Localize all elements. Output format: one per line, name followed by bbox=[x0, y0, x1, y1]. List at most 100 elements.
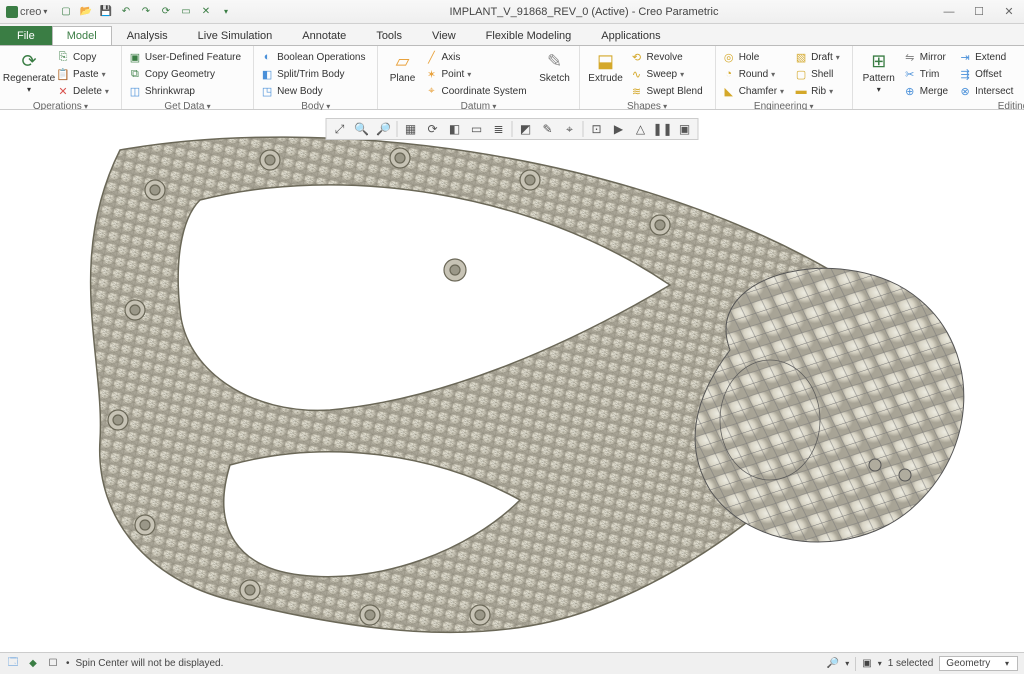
zoomout-icon[interactable]: 🔎 bbox=[375, 120, 393, 138]
trim-icon: ✂ bbox=[903, 67, 917, 81]
extrude-button[interactable]: ⬓Extrude bbox=[586, 48, 626, 99]
extend-button[interactable]: ⇥Extend bbox=[958, 49, 1019, 65]
hole-button[interactable]: ◎Hole bbox=[722, 49, 790, 65]
round-button[interactable]: ◔Round bbox=[722, 66, 790, 82]
tab-applications[interactable]: Applications bbox=[586, 26, 675, 45]
display-style-icon[interactable]: ◧ bbox=[446, 120, 464, 138]
delete-icon: ✕ bbox=[56, 84, 70, 98]
section-icon[interactable]: ▶ bbox=[610, 120, 628, 138]
shell-button[interactable]: ▢Shell bbox=[794, 66, 846, 82]
splittrim-button[interactable]: ◧Split/Trim Body bbox=[260, 66, 371, 82]
refit-icon[interactable]: ⤢ bbox=[331, 120, 349, 138]
point-button[interactable]: ✶Point bbox=[424, 66, 532, 82]
tab-file[interactable]: File bbox=[0, 26, 52, 45]
qat-new-icon[interactable]: ▢ bbox=[58, 4, 74, 20]
revolve-button[interactable]: ⟲Revolve bbox=[630, 49, 709, 65]
mirror-button[interactable]: ⇋Mirror bbox=[903, 49, 954, 65]
merge-button[interactable]: ⊕Merge bbox=[903, 83, 954, 99]
tab-analysis[interactable]: Analysis bbox=[112, 26, 183, 45]
datum-display-icon[interactable]: ⌖ bbox=[561, 120, 579, 138]
close-button[interactable]: ✕ bbox=[994, 0, 1024, 24]
ribbon-group-body: ◐Boolean Operations ◧Split/Trim Body ◳Ne… bbox=[254, 46, 378, 109]
regenerate-button[interactable]: ⟳ Regenerate▾ bbox=[6, 48, 52, 99]
minimize-button[interactable]: — bbox=[934, 0, 964, 24]
qat-undo-icon[interactable]: ↶ bbox=[118, 4, 134, 20]
draft-button[interactable]: ▧Draft bbox=[794, 49, 846, 65]
paste-button[interactable]: 📋Paste bbox=[56, 66, 115, 82]
tab-tools[interactable]: Tools bbox=[361, 26, 417, 45]
udf-button[interactable]: ▣User-Defined Feature bbox=[128, 49, 247, 65]
delete-label: Delete bbox=[73, 86, 102, 97]
offset-label: Offset bbox=[975, 69, 1002, 80]
tab-flexible-modeling[interactable]: Flexible Modeling bbox=[471, 26, 587, 45]
tab-annotate[interactable]: Annotate bbox=[287, 26, 361, 45]
layers-icon[interactable]: ≣ bbox=[490, 120, 508, 138]
selection-filter-icon[interactable]: ▣ bbox=[862, 658, 871, 669]
qat-windows-icon[interactable]: ▭ bbox=[178, 4, 194, 20]
copy-button[interactable]: ⎘Copy bbox=[56, 49, 115, 65]
pause-icon[interactable]: ❚❚ bbox=[654, 120, 672, 138]
coord-button[interactable]: ⌖Coordinate System bbox=[424, 83, 532, 99]
sweptblend-icon: ≋ bbox=[630, 84, 644, 98]
newbody-button[interactable]: ◳New Body bbox=[260, 83, 371, 99]
qat-open-icon[interactable]: 📂 bbox=[78, 4, 94, 20]
copy-label: Copy bbox=[73, 52, 96, 63]
qat-save-icon[interactable]: 💾 bbox=[98, 4, 114, 20]
axis-button[interactable]: ╱Axis bbox=[424, 49, 532, 65]
sketch-button[interactable]: ✎Sketch bbox=[537, 48, 573, 99]
offset-button[interactable]: ⇶Offset bbox=[958, 66, 1019, 82]
annotations-icon[interactable]: ✎ bbox=[539, 120, 557, 138]
spin-icon[interactable]: ⟳ bbox=[424, 120, 442, 138]
tab-live-simulation[interactable]: Live Simulation bbox=[183, 26, 288, 45]
qat-dropdown-icon[interactable]: ▾ bbox=[218, 4, 234, 20]
status-bar: 🗔 ◆ ☐ • Spin Center will not be displaye… bbox=[0, 652, 1024, 674]
pattern-button[interactable]: ⊞Pattern▾ bbox=[859, 48, 899, 99]
window-title: IMPLANT_V_91868_REV_0 (Active) - Creo Pa… bbox=[234, 6, 934, 18]
tab-view[interactable]: View bbox=[417, 26, 471, 45]
zoomin-icon[interactable]: 🔍 bbox=[353, 120, 371, 138]
find-icon[interactable]: 🔎 bbox=[827, 658, 839, 669]
tab-model[interactable]: Model bbox=[52, 26, 112, 45]
plane-label: Plane bbox=[390, 73, 416, 84]
shrinkwrap-button[interactable]: ◫Shrinkwrap bbox=[128, 83, 247, 99]
axis-icon: ╱ bbox=[424, 50, 438, 64]
model-tree-icon[interactable]: ☐ bbox=[46, 657, 60, 671]
pattern-icon: ⊞ bbox=[865, 50, 893, 72]
intersect-button[interactable]: ⊗Intersect bbox=[958, 83, 1019, 99]
splittrim-label: Split/Trim Body bbox=[277, 69, 344, 80]
plane-icon: ▱ bbox=[388, 50, 416, 72]
mirror-label: Mirror bbox=[920, 52, 946, 63]
sweptblend-button[interactable]: ≋Swept Blend bbox=[630, 83, 709, 99]
rib-button[interactable]: ▬Rib bbox=[794, 83, 846, 99]
stop-icon[interactable]: ▣ bbox=[676, 120, 694, 138]
plane-button[interactable]: ▱Plane bbox=[384, 48, 420, 99]
qat-close-icon[interactable]: ✕ bbox=[198, 4, 214, 20]
messages-icon[interactable]: 🗔 bbox=[6, 657, 20, 671]
simprep-icon[interactable]: △ bbox=[632, 120, 650, 138]
repaint-icon[interactable]: ▦ bbox=[402, 120, 420, 138]
notifications-icon[interactable]: ◆ bbox=[26, 657, 40, 671]
sweep-button[interactable]: ∿Sweep bbox=[630, 66, 709, 82]
view-toolbar: ⤢ 🔍 🔎 ▦ ⟳ ◧ ▭ ≣ ◩ ✎ ⌖ ⊡ ▶ △ ❚❚ ▣ bbox=[326, 118, 699, 140]
delete-button[interactable]: ✕Delete bbox=[56, 83, 115, 99]
qat-redo-icon[interactable]: ↷ bbox=[138, 4, 154, 20]
coord-label: Coordinate System bbox=[441, 86, 526, 97]
boolops-button[interactable]: ◐Boolean Operations bbox=[260, 49, 371, 65]
chamfer-button[interactable]: ◣Chamfer bbox=[722, 83, 790, 99]
copygeom-label: Copy Geometry bbox=[145, 69, 215, 80]
perspective-icon[interactable]: ◩ bbox=[517, 120, 535, 138]
model-viewport[interactable] bbox=[0, 110, 1024, 652]
qat-regenerate-icon[interactable]: ⟳ bbox=[158, 4, 174, 20]
selection-filter-dropdown[interactable]: Geometry ▾ bbox=[939, 656, 1018, 671]
draft-icon: ▧ bbox=[794, 50, 808, 64]
point-label: Point bbox=[441, 69, 464, 80]
copygeom-button[interactable]: ⧉Copy Geometry bbox=[128, 66, 247, 82]
shell-icon: ▢ bbox=[794, 67, 808, 81]
saved-views-icon[interactable]: ▭ bbox=[468, 120, 486, 138]
newbody-icon: ◳ bbox=[260, 84, 274, 98]
shrinkwrap-label: Shrinkwrap bbox=[145, 86, 195, 97]
trim-button[interactable]: ✂Trim bbox=[903, 66, 954, 82]
maximize-button[interactable]: ☐ bbox=[964, 0, 994, 24]
explode-icon[interactable]: ⊡ bbox=[588, 120, 606, 138]
brand-label: creo bbox=[20, 6, 41, 18]
